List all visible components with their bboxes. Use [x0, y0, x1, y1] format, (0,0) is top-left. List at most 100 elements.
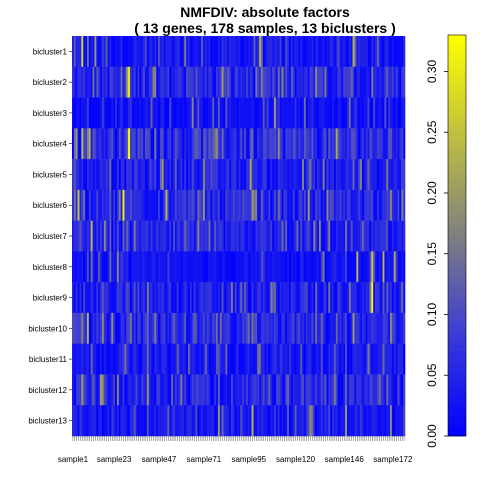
heatmap-cell [199, 189, 202, 221]
heatmap-cell [268, 97, 271, 129]
heatmap-cell [86, 36, 90, 68]
heatmap-cell [88, 220, 92, 252]
heatmap-cell [79, 405, 82, 437]
colorbar-step [448, 41, 466, 46]
heatmap-cell [298, 251, 301, 283]
heatmap-cell [262, 66, 265, 98]
heatmap-cell [171, 251, 174, 283]
heatmap-cell [302, 343, 305, 375]
colorbar-step [448, 372, 466, 377]
heatmap-cell [227, 189, 230, 221]
heatmap-cell [317, 312, 320, 344]
heatmap-cell [186, 36, 189, 68]
colorbar-step [448, 365, 466, 370]
heatmap-cell [154, 343, 157, 375]
heatmap-cell [201, 312, 204, 344]
heatmap-cell [356, 36, 359, 68]
heatmap-cell [101, 312, 105, 344]
heatmap-cell [180, 220, 183, 252]
colorbar-step [448, 245, 466, 250]
heatmap-cell [260, 97, 264, 129]
heatmap-cell [341, 159, 344, 191]
heatmap-cell [156, 343, 159, 375]
heatmap-cell [382, 405, 385, 437]
heatmap-cell [343, 128, 346, 160]
heatmap-cell [131, 97, 135, 129]
heatmap-cell [257, 66, 260, 98]
heatmap-cell [221, 36, 224, 68]
heatmap-cell [332, 251, 335, 283]
heatmap-cell [247, 312, 251, 344]
heatmap-cell [79, 159, 82, 191]
heatmap-cell [180, 189, 183, 221]
heatmap-cell [214, 159, 217, 191]
heatmap-cell [378, 189, 381, 221]
heatmap-cell [202, 282, 206, 314]
heatmap-cell [376, 97, 380, 129]
heatmap-cell [347, 374, 350, 406]
chart-subtitle: ( 13 genes, 178 samples, 13 biclusters ) [134, 20, 395, 36]
heatmap-cell [148, 312, 151, 344]
heatmap-cell [360, 97, 363, 129]
heatmap-cell [289, 97, 292, 129]
heatmap-cell [225, 405, 228, 437]
heatmap-cell [245, 128, 249, 160]
heatmap-cell [81, 159, 84, 191]
heatmap-cell [118, 251, 121, 283]
heatmap-cell [163, 66, 166, 98]
heatmap-cell [345, 128, 348, 160]
heatmap-cell [315, 312, 318, 344]
heatmap-cell [345, 36, 348, 68]
heatmap-cell [159, 312, 163, 344]
heatmap-cell [395, 251, 398, 283]
heatmap-cell [154, 36, 157, 68]
heatmap-cell [290, 66, 294, 98]
heatmap-cell [289, 282, 292, 314]
heatmap-cell [289, 220, 292, 252]
heatmap-cell [201, 405, 204, 437]
heatmap-cell [251, 405, 254, 437]
heatmap-cell [255, 343, 258, 375]
heatmap-cell [281, 66, 284, 98]
heatmap-cell [380, 66, 383, 98]
heatmap-cell [259, 312, 262, 344]
colorbar-tick-label: 0.00 [425, 424, 439, 448]
heatmap-cell [287, 343, 290, 375]
heatmap-cell [152, 36, 155, 68]
heatmap-cell [268, 251, 271, 283]
heatmap-cell [193, 66, 196, 98]
heatmap-cell [300, 66, 303, 98]
heatmap-cell [126, 374, 129, 406]
heatmap-cell [88, 66, 92, 98]
heatmap-cell [72, 159, 75, 191]
heatmap-cell [124, 374, 127, 406]
colorbar-step [448, 88, 466, 93]
heatmap-cell [81, 343, 84, 375]
heatmap-cell [143, 128, 146, 160]
heatmap-cell [356, 66, 359, 98]
heatmap-cell [270, 374, 273, 406]
heatmap-cell [332, 159, 335, 191]
heatmap-cell [165, 36, 168, 68]
heatmap-cell [187, 36, 191, 68]
heatmap-cell [73, 128, 77, 160]
heatmap-cell [88, 128, 92, 160]
heatmap-cell [294, 66, 297, 98]
heatmap-cell [75, 97, 78, 129]
heatmap-cell [229, 251, 232, 283]
heatmap-cell [298, 97, 301, 129]
heatmap-cell [397, 374, 400, 406]
heatmap-cell [167, 405, 170, 437]
heatmap-cell [90, 36, 93, 68]
heatmap-cell [128, 251, 131, 283]
colorbar-step [448, 309, 466, 313]
heatmap-cell [260, 282, 264, 314]
heatmap-cell [318, 97, 322, 129]
heatmap-cell [77, 97, 80, 129]
heatmap-cell [285, 159, 288, 191]
colorbar-step [448, 285, 466, 290]
heatmap-cell [236, 66, 239, 98]
heatmap-cell [219, 97, 222, 129]
colorbar-step [448, 51, 466, 56]
heatmap-cell [390, 159, 393, 191]
